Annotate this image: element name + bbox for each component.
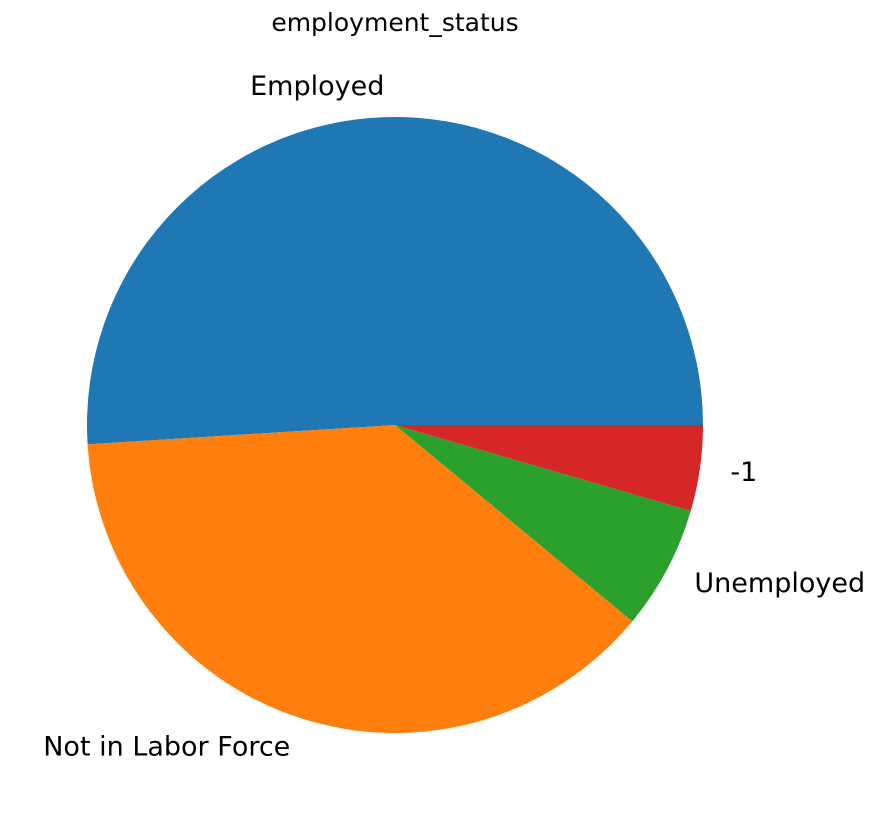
pie-slices [87, 117, 704, 733]
pie-slice-1 [395, 425, 703, 511]
pie-label-1: -1 [730, 457, 757, 488]
pie-label-employed: Employed [250, 71, 384, 102]
chart-title: employment_status [271, 8, 518, 37]
pie-slice-not-in-labor-force [87, 425, 633, 733]
pie-slice-unemployed [395, 425, 691, 622]
pie-labels: Employed Not in Labor Force Unemployed -1 [43, 71, 865, 763]
pie-label-unemployed: Unemployed [694, 568, 865, 599]
pie-label-not-in-labor-force: Not in Labor Force [43, 732, 290, 763]
pie-slice-employed [87, 117, 704, 445]
